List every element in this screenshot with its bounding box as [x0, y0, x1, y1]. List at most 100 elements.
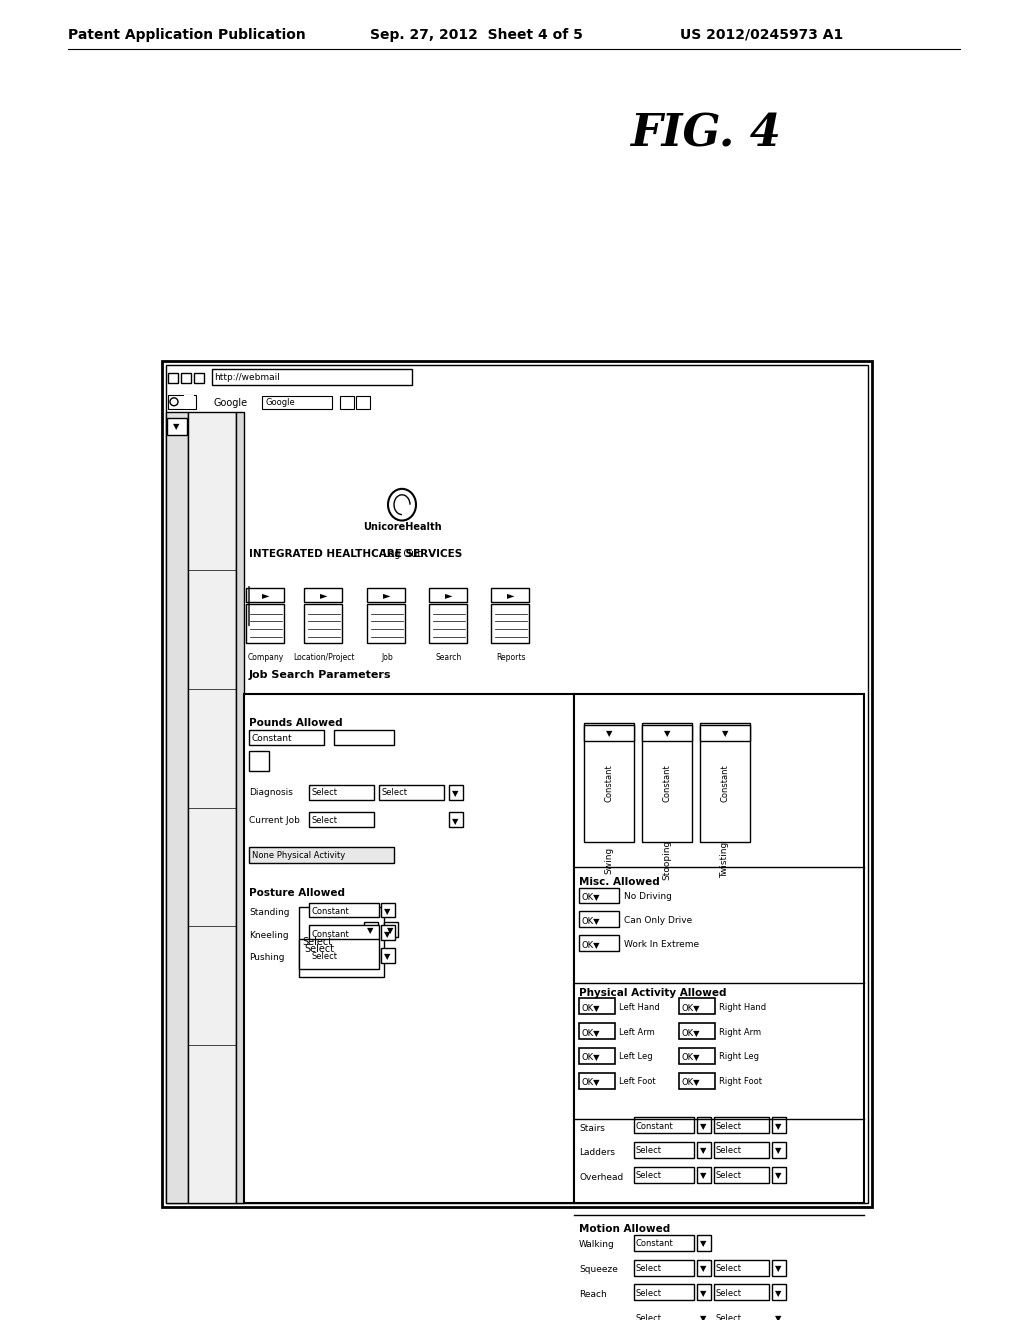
Bar	[309, 925, 379, 940]
Bar	[367, 603, 406, 643]
Bar	[367, 587, 406, 602]
Bar	[449, 812, 463, 828]
Bar	[634, 1309, 694, 1320]
Bar	[381, 948, 395, 962]
Bar	[364, 923, 378, 937]
Text: Overhead: Overhead	[579, 1173, 624, 1183]
Text: ▼: ▼	[384, 953, 390, 961]
Bar	[714, 1142, 769, 1158]
Text: ►: ►	[383, 590, 391, 599]
Text: OK▼: OK▼	[581, 940, 600, 949]
Bar	[249, 847, 394, 863]
Bar	[634, 1117, 694, 1133]
Bar	[772, 1142, 786, 1158]
Bar	[309, 948, 379, 962]
Text: INTEGRATED HEALTHCARE SERVICES: INTEGRATED HEALTHCARE SERVICES	[249, 549, 462, 560]
Bar	[642, 723, 692, 842]
Text: ▼: ▼	[700, 1239, 707, 1249]
Text: Left Hand: Left Hand	[618, 1003, 659, 1012]
Text: Constant: Constant	[312, 907, 350, 916]
Bar	[579, 935, 618, 950]
Text: Physical Activity Allowed: Physical Activity Allowed	[579, 987, 726, 998]
Bar	[772, 1117, 786, 1133]
Text: Select: Select	[302, 937, 332, 946]
Bar	[262, 396, 332, 409]
Text: ▼: ▼	[775, 1313, 781, 1320]
Text: OK▼: OK▼	[681, 1028, 699, 1036]
Text: Stairs: Stairs	[579, 1123, 605, 1133]
Text: Can Only Drive: Can Only Drive	[624, 916, 692, 925]
Bar	[188, 412, 236, 1204]
Bar	[181, 374, 191, 383]
Text: OK▼: OK▼	[581, 1077, 600, 1086]
Bar	[579, 1073, 615, 1089]
Text: Select: Select	[716, 1313, 742, 1320]
Text: Select: Select	[636, 1171, 662, 1180]
Text: Constant: Constant	[721, 764, 729, 801]
Text: US 2012/0245973 A1: US 2012/0245973 A1	[680, 28, 843, 42]
Text: Right Hand: Right Hand	[719, 1003, 766, 1012]
Text: No Driving: No Driving	[624, 892, 672, 902]
Text: Left Foot: Left Foot	[618, 1077, 655, 1086]
Text: Constant: Constant	[252, 734, 293, 743]
Text: Select: Select	[312, 788, 338, 797]
Text: Select: Select	[312, 953, 338, 961]
Bar	[700, 726, 750, 742]
Bar	[697, 1142, 711, 1158]
Text: ►: ►	[262, 590, 269, 599]
Bar	[772, 1309, 786, 1320]
Bar	[634, 1284, 694, 1300]
Text: Squeeze: Squeeze	[579, 1265, 617, 1274]
Text: Select: Select	[716, 1265, 742, 1274]
Bar	[697, 1167, 711, 1183]
Bar	[697, 1117, 711, 1133]
Bar	[429, 603, 467, 643]
Text: OK▼: OK▼	[681, 1003, 699, 1012]
Text: ▼: ▼	[700, 1288, 707, 1298]
Text: ▼: ▼	[700, 1146, 707, 1155]
Text: OK▼: OK▼	[581, 1003, 600, 1012]
Text: OK▼: OK▼	[581, 892, 600, 902]
Bar	[249, 730, 324, 746]
Text: Job Search Parameters: Job Search Parameters	[249, 671, 391, 680]
Bar	[166, 412, 188, 1204]
Bar	[584, 723, 634, 842]
Bar	[379, 785, 444, 800]
Bar	[634, 1236, 694, 1251]
Bar	[309, 812, 374, 828]
Bar	[642, 726, 692, 742]
Bar	[714, 1259, 769, 1275]
Bar	[246, 587, 284, 602]
Bar	[772, 1167, 786, 1183]
Bar	[697, 1284, 711, 1300]
Text: Diagnosis: Diagnosis	[249, 788, 293, 797]
Text: Select: Select	[636, 1146, 662, 1155]
Text: ▼: ▼	[384, 929, 390, 939]
Bar	[679, 1048, 715, 1064]
Text: ►: ►	[507, 590, 515, 599]
Text: ▼: ▼	[384, 907, 390, 916]
Bar	[236, 412, 244, 1204]
Text: Posture Allowed: Posture Allowed	[249, 887, 345, 898]
Bar	[772, 1284, 786, 1300]
Text: Stooping: Stooping	[663, 840, 672, 880]
Bar	[249, 751, 269, 771]
Bar	[162, 362, 872, 1208]
Bar	[299, 907, 384, 977]
Text: ▼: ▼	[775, 1171, 781, 1180]
Text: Select: Select	[636, 1288, 662, 1298]
Bar	[700, 723, 750, 842]
Text: ▼: ▼	[452, 817, 459, 826]
Text: Pounds Allowed: Pounds Allowed	[249, 718, 343, 729]
Bar	[309, 785, 374, 800]
Text: ▼: ▼	[775, 1146, 781, 1155]
Text: Twisting: Twisting	[721, 842, 729, 878]
Bar	[634, 1142, 694, 1158]
Text: ▼: ▼	[387, 925, 393, 935]
Text: ▼: ▼	[606, 729, 612, 738]
Text: Right Arm: Right Arm	[719, 1028, 761, 1036]
Bar	[356, 396, 370, 409]
Bar	[714, 1167, 769, 1183]
Text: Right Leg: Right Leg	[719, 1052, 759, 1061]
Bar	[184, 395, 194, 409]
